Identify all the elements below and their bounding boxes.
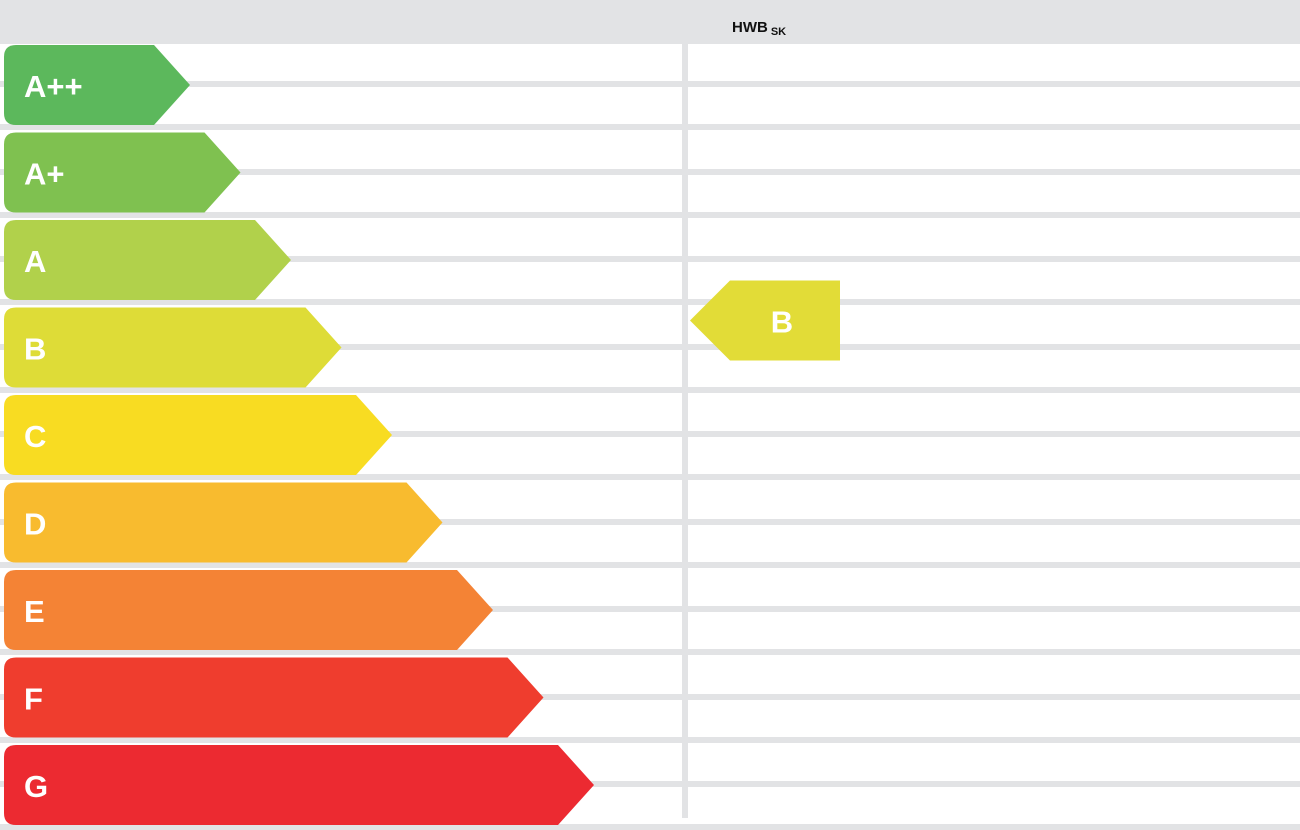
energy-band-f: F bbox=[4, 657, 544, 738]
energy-band-shape bbox=[4, 132, 241, 213]
row-rule bbox=[0, 169, 1300, 175]
row-rule bbox=[0, 606, 1300, 612]
energy-band-label: D bbox=[24, 507, 46, 542]
energy-band-d: D bbox=[4, 482, 443, 563]
energy-band-aplusplus: A++ bbox=[4, 45, 190, 125]
row-rule bbox=[0, 431, 1300, 437]
energy-band-shape bbox=[4, 395, 392, 475]
header-title: HWB SK bbox=[732, 19, 787, 38]
energy-band-shape bbox=[4, 657, 544, 738]
energy-band-shape bbox=[4, 482, 443, 563]
row-rule bbox=[0, 737, 1300, 743]
energy-band-shape bbox=[4, 307, 342, 388]
energy-band-shape bbox=[4, 570, 493, 650]
energy-band-shape bbox=[4, 220, 291, 300]
energy-band-label: F bbox=[24, 682, 43, 717]
row-rule bbox=[0, 649, 1300, 655]
row-rule bbox=[0, 562, 1300, 568]
energy-band-label: G bbox=[24, 769, 48, 804]
column-divider bbox=[682, 44, 688, 818]
row-rule bbox=[0, 387, 1300, 393]
row-rule bbox=[0, 781, 1300, 787]
rating-indicator: B bbox=[690, 280, 840, 361]
row-rule bbox=[0, 519, 1300, 525]
energy-band-label: A++ bbox=[24, 69, 83, 104]
header-title-subscript: SK bbox=[770, 26, 787, 38]
row-rule bbox=[0, 256, 1300, 262]
energy-band-label: A+ bbox=[24, 157, 65, 192]
energy-band-g: G bbox=[4, 745, 594, 825]
header-bar: HWB SK bbox=[0, 0, 1300, 44]
energy-band-aplus: A+ bbox=[4, 132, 241, 213]
rating-indicator-label: B bbox=[771, 305, 793, 340]
row-rule bbox=[0, 212, 1300, 218]
energy-band-shape bbox=[4, 45, 190, 125]
energy-band-label: B bbox=[24, 332, 46, 367]
row-rule bbox=[0, 81, 1300, 87]
row-rule bbox=[0, 694, 1300, 700]
energy-band-label: E bbox=[24, 594, 45, 629]
energy-band-e: E bbox=[4, 570, 493, 650]
energy-band-label: A bbox=[24, 244, 46, 279]
energy-band-label: C bbox=[24, 419, 46, 454]
energy-band-c: C bbox=[4, 395, 392, 475]
row-rule bbox=[0, 124, 1300, 130]
energy-band-a: A bbox=[4, 220, 291, 300]
rating-indicator-shape bbox=[690, 280, 840, 361]
row-rule bbox=[0, 474, 1300, 480]
energy-band-shape bbox=[4, 745, 594, 825]
energy-band-b: B bbox=[4, 307, 342, 388]
row-rule bbox=[0, 299, 1300, 305]
header-title-main: HWB bbox=[732, 19, 768, 36]
row-rule bbox=[0, 344, 1300, 350]
